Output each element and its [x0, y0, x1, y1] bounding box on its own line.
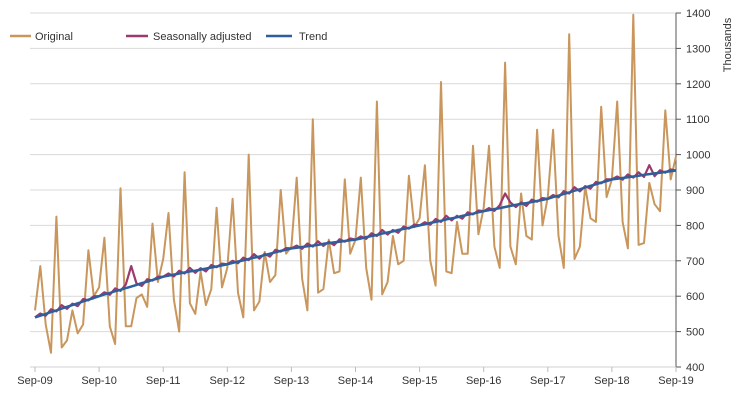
legend-label-seasonally-adjusted: Seasonally adjusted	[153, 31, 251, 43]
x-tick-label: Sep-12	[210, 375, 245, 387]
y-axis-ticks: 400 500 600 700 800 900 1000 1100 1200 1300 1400	[675, 8, 710, 374]
series-line-trend	[34, 169, 677, 319]
legend: Original Seasonally adjusted Trend	[10, 31, 327, 43]
x-axis-ticks: Sep-09 Sep-10 Sep-11 Sep-12 Sep-13 Sep-14 Sep-…	[17, 366, 694, 387]
y-tick-label: 600	[686, 291, 704, 303]
y-tick-label: 800	[686, 220, 704, 232]
x-tick-label: Sep-10	[81, 375, 116, 387]
y-tick-label: 700	[686, 256, 704, 268]
series-line-original	[34, 13, 677, 354]
y-tick-label: 1100	[686, 114, 710, 126]
x-tick-label: Sep-09	[17, 375, 52, 387]
y-axis-label: Thousands	[722, 17, 734, 72]
x-tick-label: Sep-19	[658, 375, 693, 387]
y-tick-label: 1300	[686, 43, 710, 55]
x-tick-label: Sep-17	[530, 375, 565, 387]
y-tick-label: 1200	[686, 79, 710, 91]
legend-label-trend: Trend	[299, 31, 327, 43]
y-tick-label: 1400	[686, 8, 710, 20]
y-tick-label: 900	[686, 185, 704, 197]
x-tick-label: Sep-16	[466, 375, 501, 387]
series-lines	[34, 13, 677, 354]
x-tick-label: Sep-13	[274, 375, 309, 387]
y-tick-label: 1000	[686, 150, 710, 162]
x-tick-label: Sep-11	[146, 375, 181, 387]
x-tick-label: Sep-18	[594, 375, 629, 387]
x-tick-label: Sep-14	[338, 375, 373, 387]
y-tick-label: 400	[686, 362, 704, 374]
y-tick-label: 500	[686, 327, 704, 339]
x-tick-label: Sep-15	[402, 375, 437, 387]
legend-label-original: Original	[35, 31, 73, 43]
